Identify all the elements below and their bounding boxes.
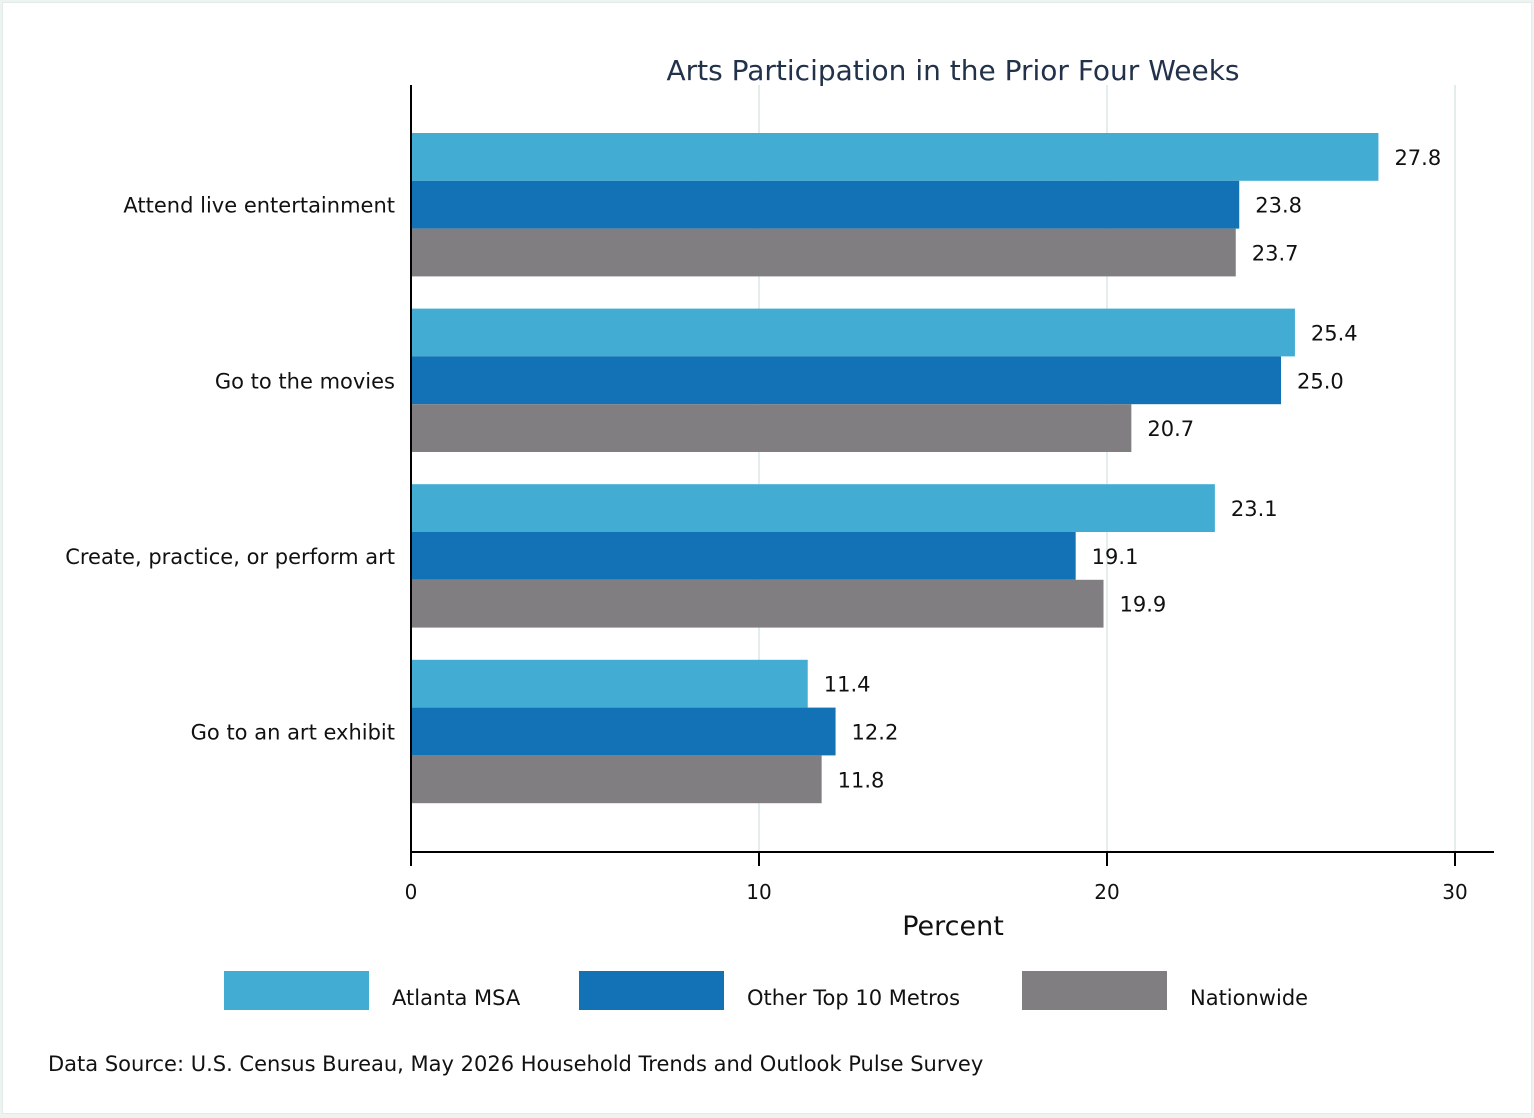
bar [411, 308, 1295, 357]
data-label: 12.2 [852, 721, 899, 745]
axes [410, 85, 1494, 866]
bar [411, 707, 836, 756]
data-source-note: Data Source: U.S. Census Bureau, May 202… [48, 1052, 983, 1076]
bar [411, 659, 808, 708]
bar [411, 404, 1132, 452]
bar [411, 356, 1281, 405]
legend-label: Atlanta MSA [392, 986, 521, 1010]
x-tick-label: 0 [405, 880, 418, 904]
x-tick-label: 10 [746, 880, 771, 904]
bar [411, 228, 1236, 277]
data-label: 23.1 [1231, 497, 1278, 521]
bar-chart: Arts Participation in the Prior Four Wee… [48, 54, 1494, 1076]
bar [411, 755, 822, 804]
category-label: Create, practice, or perform art [65, 545, 395, 569]
category-label: Go to an art exhibit [191, 721, 395, 745]
data-label: 25.0 [1297, 369, 1344, 393]
category-label: Go to the movies [215, 369, 395, 393]
x-tick-label: 30 [1442, 880, 1467, 904]
legend-swatch [1022, 971, 1167, 1010]
data-label: 11.4 [824, 673, 871, 697]
x-axis-label: Percent [902, 911, 1004, 942]
legend-swatch [579, 971, 724, 1010]
data-label: 23.7 [1252, 242, 1299, 266]
legend: Atlanta MSA Other Top 10 Metros Nationwide [224, 971, 1308, 1010]
bar [411, 579, 1104, 628]
category-labels: Attend live entertainment Go to the movie… [65, 194, 395, 745]
bar [411, 180, 1240, 229]
data-label: 25.4 [1311, 322, 1358, 346]
bar [411, 484, 1215, 532]
legend-label: Other Top 10 Metros [747, 986, 960, 1010]
bar [411, 133, 1379, 181]
data-label: 27.8 [1394, 146, 1441, 170]
data-label: 19.9 [1120, 593, 1167, 617]
legend-swatch [224, 971, 369, 1010]
bar [411, 532, 1076, 580]
chart-title: Arts Participation in the Prior Four Wee… [666, 54, 1239, 87]
data-label: 19.1 [1092, 545, 1139, 569]
data-label: 11.8 [838, 768, 885, 792]
tick-labels: 0 10 20 30 [405, 880, 1468, 904]
category-label: Attend live entertainment [123, 194, 395, 218]
bars: 27.8 23.8 23.7 25.4 25.0 20.7 23.1 19.1 19.9 11.4… [411, 133, 1441, 804]
data-label: 20.7 [1147, 417, 1194, 441]
x-tick-label: 20 [1094, 880, 1119, 904]
data-label: 23.8 [1255, 194, 1302, 218]
legend-label: Nationwide [1190, 986, 1308, 1010]
